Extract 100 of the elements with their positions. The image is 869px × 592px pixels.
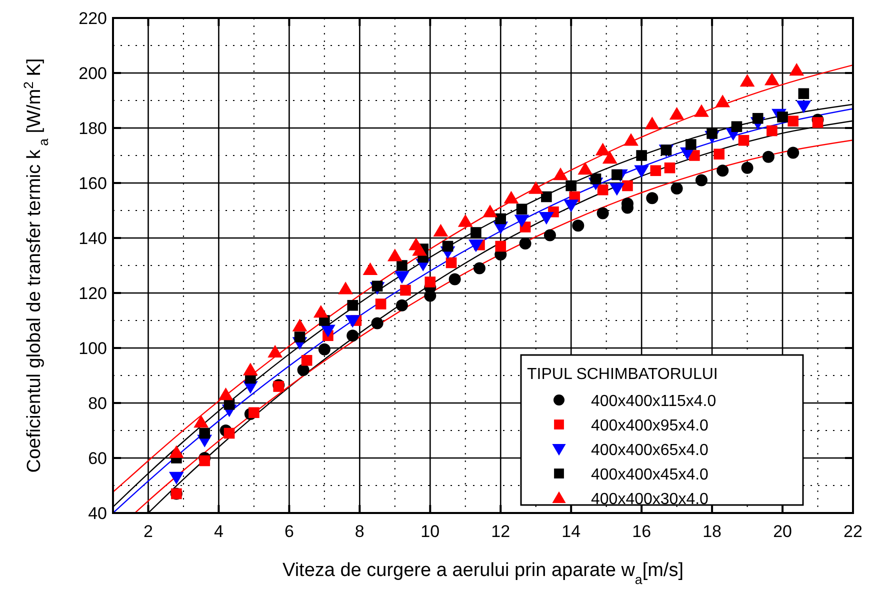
y-tick-label: 180	[78, 119, 107, 138]
x-tick-label: 20	[773, 522, 792, 541]
point	[470, 227, 482, 238]
point	[766, 125, 778, 136]
point	[714, 148, 724, 160]
point	[602, 151, 618, 164]
point	[650, 165, 662, 176]
y-tick-label: 140	[78, 229, 107, 248]
point	[375, 298, 386, 310]
point	[468, 239, 484, 252]
point	[646, 192, 658, 204]
point	[564, 200, 579, 212]
point	[268, 344, 283, 358]
point	[516, 204, 528, 215]
point	[538, 212, 554, 225]
point	[394, 271, 410, 284]
x-tick-label: 2	[144, 522, 153, 541]
x-tick-label: 22	[844, 522, 862, 541]
point	[762, 150, 774, 163]
point	[412, 243, 428, 256]
point	[544, 229, 556, 242]
legend-label: 400x400x45x4.0	[591, 466, 709, 484]
point	[396, 299, 408, 312]
point	[482, 204, 498, 218]
point	[670, 182, 683, 194]
point	[347, 300, 358, 311]
point	[634, 165, 650, 178]
point	[624, 133, 638, 146]
x-axis-title: Viteza de curgere a aerului prin aparate w$_{a}$[m/s]	[282, 560, 684, 586]
point	[528, 181, 544, 194]
point	[764, 72, 780, 86]
point	[362, 262, 378, 276]
point	[777, 112, 788, 122]
point	[458, 214, 473, 227]
point	[716, 164, 729, 177]
point	[338, 282, 354, 294]
point	[686, 139, 696, 150]
y-tick-label: 220	[78, 9, 107, 28]
point	[609, 183, 624, 196]
point	[318, 343, 330, 356]
point	[731, 121, 742, 132]
x-tick-label: 8	[354, 522, 364, 541]
point	[313, 305, 328, 318]
y-tick-label: 120	[78, 284, 107, 303]
point	[387, 248, 402, 262]
x-tick-label: 6	[284, 522, 294, 541]
point	[199, 455, 210, 466]
point	[596, 207, 609, 220]
point	[495, 240, 506, 252]
point	[424, 276, 436, 288]
y-tick-label: 40	[88, 504, 107, 523]
point	[297, 364, 310, 376]
point	[495, 213, 506, 224]
point	[622, 180, 633, 192]
point	[346, 330, 359, 342]
point	[224, 398, 235, 410]
point	[578, 162, 593, 175]
point	[812, 117, 824, 128]
legend-label: 400x400x65x4.0	[591, 442, 709, 459]
x-tick-label: 18	[702, 522, 722, 541]
point	[194, 415, 209, 428]
legend-label: 400x400x115x4.0	[591, 393, 716, 410]
point	[396, 260, 408, 271]
point	[553, 168, 568, 180]
y-tick-label: 60	[88, 449, 107, 468]
y-tick-label: 100	[78, 339, 107, 358]
point	[248, 407, 260, 418]
point	[787, 146, 800, 159]
point	[433, 224, 448, 237]
x-tick-label: 16	[632, 522, 652, 541]
point	[541, 191, 552, 202]
point	[694, 104, 709, 117]
y-tick-label: 160	[78, 174, 107, 193]
point	[218, 388, 234, 400]
point	[741, 162, 754, 174]
point	[294, 332, 306, 342]
point	[168, 472, 184, 484]
point	[715, 94, 730, 108]
point	[595, 142, 610, 156]
point	[371, 317, 384, 330]
y-tick-label: 200	[78, 64, 107, 83]
point	[788, 116, 798, 127]
x-tick-label: 14	[562, 522, 581, 541]
point	[442, 240, 454, 252]
point	[740, 74, 755, 87]
legend-label: 400x400x30x4.0	[591, 491, 709, 508]
point	[446, 257, 457, 268]
point	[301, 354, 312, 366]
legend-title: TIPUL SCHIMBATORULUI	[527, 366, 718, 383]
point	[572, 220, 584, 232]
point	[789, 63, 804, 76]
point	[644, 116, 660, 130]
point	[519, 238, 532, 250]
point	[796, 100, 812, 114]
point	[514, 214, 530, 228]
point	[224, 428, 235, 439]
point	[695, 174, 708, 186]
legend-label: 400x400x95x4.0	[591, 418, 709, 434]
point	[400, 284, 411, 296]
point	[669, 107, 684, 120]
